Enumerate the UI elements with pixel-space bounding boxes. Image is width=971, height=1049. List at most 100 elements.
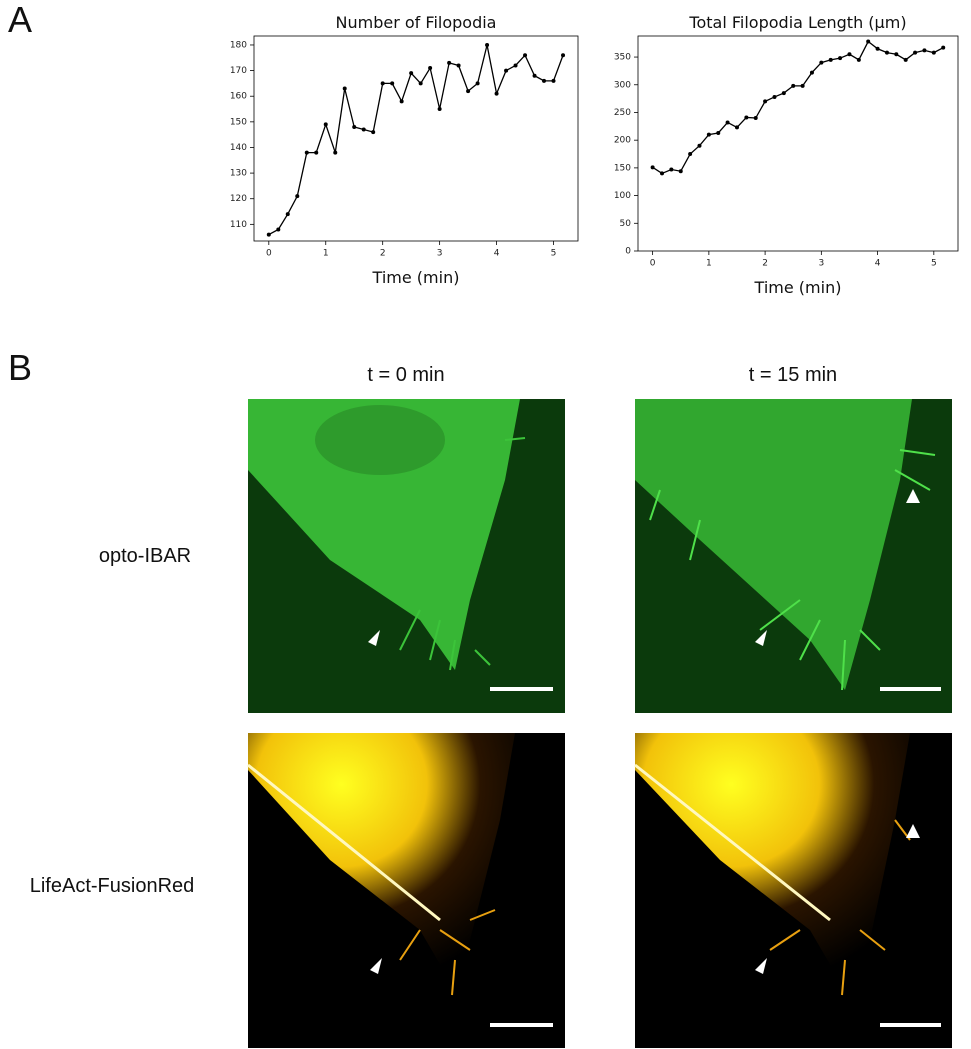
x-tick-label: 0	[650, 259, 656, 269]
x-tick-label: 4	[494, 249, 500, 259]
data-point	[342, 86, 347, 91]
column-header: t = 0 min	[367, 364, 444, 386]
x-tick-label: 5	[931, 259, 937, 269]
data-point	[399, 99, 404, 104]
y-tick-label: 120	[230, 194, 247, 204]
data-point	[466, 89, 471, 94]
data-point	[333, 150, 338, 155]
micrograph	[247, 733, 565, 1048]
data-point	[706, 132, 711, 137]
data-point	[800, 83, 805, 88]
data-point	[753, 116, 758, 121]
data-line	[268, 44, 564, 236]
data-point	[437, 107, 442, 112]
data-point	[542, 78, 547, 83]
data-point	[380, 81, 385, 86]
data-point	[922, 48, 927, 53]
data-point	[409, 71, 414, 76]
data-point	[847, 52, 852, 57]
column-header: t = 15 min	[749, 364, 837, 386]
data-point	[266, 232, 271, 237]
data-point	[809, 70, 814, 75]
data-point	[323, 122, 328, 127]
y-tick-label: 50	[620, 219, 632, 229]
data-point	[772, 94, 777, 99]
y-tick-label: 160	[230, 92, 247, 102]
y-tick-label: 150	[614, 163, 631, 173]
data-point	[734, 125, 739, 130]
data-point	[669, 167, 674, 172]
data-point	[866, 39, 871, 44]
x-tick-label: 1	[706, 259, 712, 269]
data-point	[931, 50, 936, 55]
panel-label: B	[8, 347, 32, 388]
data-line	[652, 40, 944, 175]
data-point	[725, 120, 730, 125]
y-tick-label: 200	[614, 136, 631, 146]
data-point	[894, 52, 899, 57]
data-point	[513, 63, 518, 68]
data-point	[276, 227, 281, 232]
x-tick-label: 0	[266, 249, 272, 259]
data-point	[828, 57, 833, 62]
x-tick-label: 4	[875, 259, 881, 269]
y-tick-label: 170	[230, 66, 247, 76]
data-point	[561, 53, 566, 58]
data-point	[716, 130, 721, 135]
data-point	[390, 81, 395, 86]
y-tick-label: 250	[614, 108, 631, 118]
data-point	[504, 68, 509, 73]
data-point	[523, 53, 528, 58]
data-point	[361, 127, 366, 132]
data-point	[532, 73, 537, 78]
data-point	[418, 81, 423, 86]
y-tick-label: 140	[230, 143, 247, 153]
data-point	[688, 152, 693, 157]
x-tick-label: 2	[762, 259, 768, 269]
data-point	[903, 57, 908, 62]
row-label: opto-IBAR	[99, 545, 191, 567]
x-tick-label: 3	[818, 259, 824, 269]
data-point	[678, 169, 683, 174]
data-point	[875, 46, 880, 51]
data-point	[456, 63, 461, 68]
data-point	[295, 194, 300, 199]
data-point	[763, 99, 768, 104]
data-point	[884, 50, 889, 55]
y-tick-label: 180	[230, 40, 247, 50]
micrograph	[248, 399, 565, 713]
data-point	[304, 150, 309, 155]
y-tick-label: 350	[614, 53, 631, 63]
data-point	[352, 124, 357, 129]
data-point	[819, 60, 824, 65]
y-tick-label: 130	[230, 169, 247, 179]
data-point	[485, 42, 490, 47]
x-tick-label: 3	[437, 249, 443, 259]
plot-area	[253, 35, 579, 242]
data-point	[314, 150, 319, 155]
data-point	[838, 56, 843, 61]
data-point	[285, 212, 290, 217]
y-tick-label: 110	[230, 220, 247, 230]
x-tick-label: 5	[551, 249, 557, 259]
y-tick-label: 0	[625, 247, 631, 257]
chart-title: Number of Filopodia	[336, 13, 497, 32]
data-point	[475, 81, 480, 86]
y-tick-label: 300	[614, 80, 631, 90]
data-point	[781, 91, 786, 96]
data-point	[697, 143, 702, 148]
data-point	[660, 171, 665, 176]
y-tick-label: 100	[614, 191, 631, 201]
data-point	[791, 83, 796, 88]
data-point	[941, 45, 946, 50]
y-tick-label: 150	[230, 117, 247, 127]
chart-title: Total Filopodia Length (μm)	[688, 13, 906, 32]
data-point	[913, 50, 918, 55]
micrograph	[634, 733, 952, 1048]
data-point	[650, 165, 655, 170]
panel-label: A	[8, 0, 32, 40]
plot-area	[637, 35, 959, 252]
data-point	[551, 78, 556, 83]
x-tick-label: 2	[380, 249, 386, 259]
